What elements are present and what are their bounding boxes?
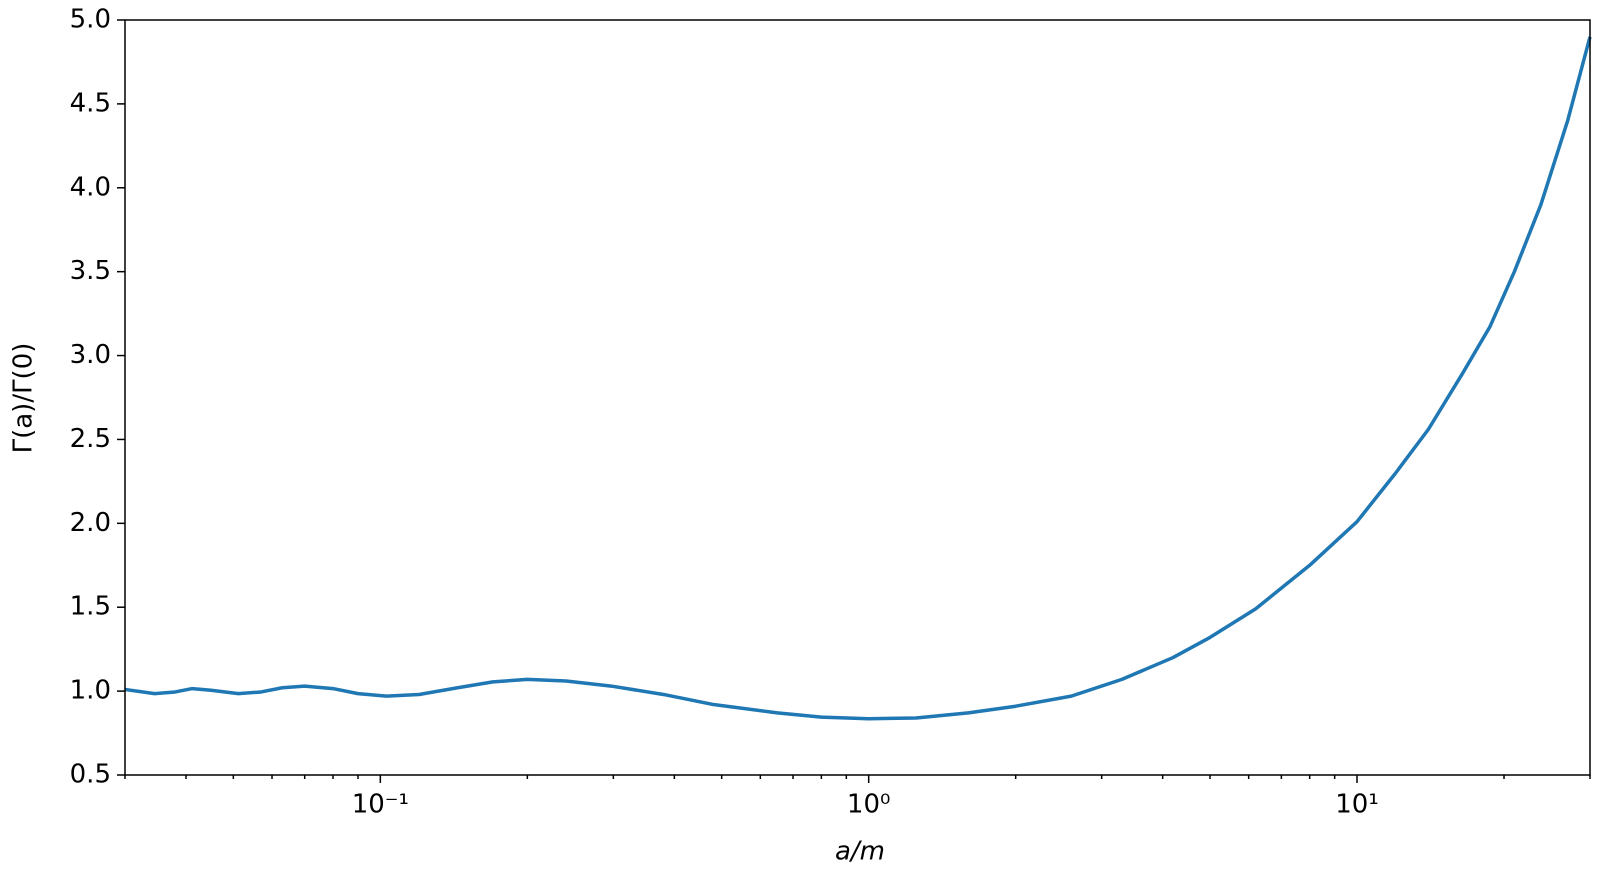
data-line <box>124 36 1592 721</box>
y-axis-label: Γ(a)/Γ(0) <box>9 343 39 454</box>
x-tick-label: 10¹ <box>1335 790 1379 820</box>
y-tick-label: 1.5 <box>70 592 111 622</box>
y-tick-label: 5.0 <box>70 5 111 35</box>
y-tick-label: 3.0 <box>70 340 111 370</box>
y-tick-label: 4.0 <box>70 172 111 202</box>
y-tick-label: 4.5 <box>70 88 111 118</box>
y-tick-label: 2.5 <box>70 424 111 454</box>
x-axis-label: a/m <box>835 837 885 867</box>
plot-frame <box>124 19 1591 776</box>
y-tick-label: 2.0 <box>70 508 111 538</box>
y-tick-label: 3.5 <box>70 256 111 286</box>
y-tick-label: 0.5 <box>70 760 111 790</box>
y-tick-label: 1.0 <box>70 676 111 706</box>
x-tick-label: 10⁻¹ <box>352 790 409 820</box>
x-tick-label: 10⁰ <box>847 790 891 820</box>
